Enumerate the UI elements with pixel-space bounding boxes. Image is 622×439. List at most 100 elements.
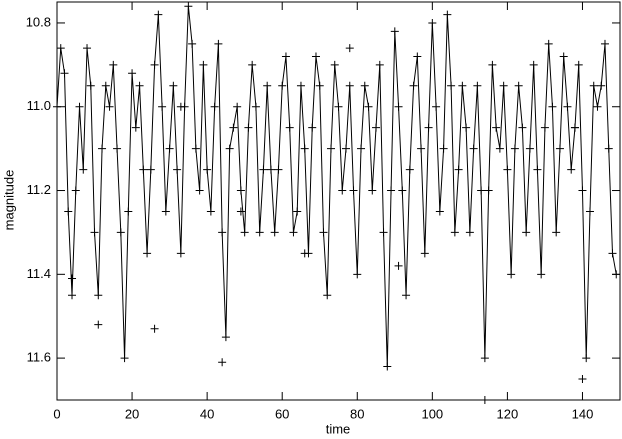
x-tick-label: 40 — [200, 406, 214, 421]
data-point — [469, 144, 478, 153]
data-point — [574, 60, 583, 69]
data-point — [514, 81, 523, 90]
data-point — [139, 165, 148, 174]
data-point — [281, 52, 290, 61]
data-point — [495, 144, 504, 153]
data-point — [387, 186, 396, 195]
data-point — [158, 102, 167, 111]
data-point — [236, 207, 245, 216]
data-point — [525, 144, 534, 153]
data-point — [548, 102, 557, 111]
data-point — [424, 123, 433, 132]
x-tick-label: 120 — [497, 406, 519, 421]
x-tick-label: 20 — [125, 406, 139, 421]
data-point — [263, 81, 272, 90]
data-point — [150, 324, 159, 333]
data-point — [454, 165, 463, 174]
data-point — [563, 102, 572, 111]
data-point — [507, 270, 516, 279]
data-point — [53, 102, 61, 111]
data-point — [522, 228, 531, 237]
data-point — [285, 123, 294, 132]
y-tick-label: 11.0 — [27, 98, 51, 113]
data-point — [71, 186, 80, 195]
x-tick-label: 100 — [421, 406, 443, 421]
data-point — [383, 362, 392, 371]
data-point — [375, 60, 384, 69]
data-point — [398, 186, 407, 195]
data-point — [372, 123, 381, 132]
data-point — [510, 144, 519, 153]
data-point — [484, 186, 493, 195]
data-point — [488, 60, 497, 69]
x-tick-label: 140 — [572, 406, 594, 421]
data-point — [465, 228, 474, 237]
data-point — [413, 52, 422, 61]
data-point — [428, 18, 437, 27]
data-point — [161, 207, 170, 216]
data-point — [83, 44, 92, 53]
data-point — [120, 354, 129, 363]
data-point — [368, 186, 377, 195]
data-point — [79, 165, 88, 174]
y-tick-label: 11.2 — [27, 182, 51, 197]
data-point — [128, 69, 137, 78]
data-point — [529, 60, 538, 69]
data-point — [266, 165, 275, 174]
data-point — [402, 291, 411, 300]
data-point — [248, 60, 257, 69]
data-point — [64, 207, 73, 216]
data-point — [116, 228, 125, 237]
light-curve — [56, 6, 617, 367]
data-point — [409, 81, 418, 90]
data-point — [143, 249, 152, 258]
data-point — [405, 165, 414, 174]
data-point — [360, 81, 369, 90]
data-point — [274, 165, 283, 174]
plot-frame — [56, 1, 621, 401]
data-point — [326, 144, 335, 153]
data-point — [109, 60, 118, 69]
data-point — [420, 249, 429, 258]
data-point — [432, 102, 441, 111]
data-point — [124, 207, 133, 216]
data-point — [68, 274, 77, 283]
data-point — [330, 60, 339, 69]
data-point — [173, 165, 182, 174]
data-point — [296, 81, 305, 90]
data-point — [578, 186, 587, 195]
data-point — [221, 333, 230, 342]
data-point — [203, 165, 212, 174]
data-point — [394, 261, 403, 270]
y-tick-label: 10.8 — [26, 14, 51, 29]
data-point — [214, 39, 223, 48]
data-point — [537, 270, 546, 279]
data-point — [169, 81, 178, 90]
y-tick-label: 11.4 — [27, 266, 51, 281]
data-point — [364, 102, 373, 111]
data-point — [480, 354, 489, 363]
data-point — [480, 396, 489, 404]
data-point — [218, 228, 227, 237]
data-point — [357, 144, 366, 153]
data-point — [146, 165, 155, 174]
data-point — [259, 165, 268, 174]
x-axis-label: time — [326, 421, 351, 436]
data-point — [176, 249, 185, 258]
data-point — [293, 207, 302, 216]
data-point — [176, 102, 185, 111]
data-point — [443, 10, 452, 19]
data-point — [555, 144, 564, 153]
data-point — [199, 60, 208, 69]
data-point — [188, 39, 197, 48]
data-point — [345, 81, 354, 90]
data-point — [135, 81, 144, 90]
data-point — [94, 320, 103, 329]
data-point — [477, 186, 486, 195]
x-tick-label: 0 — [53, 406, 60, 421]
data-point — [278, 81, 287, 90]
data-point — [233, 102, 242, 111]
data-point — [473, 81, 482, 90]
data-point — [390, 27, 399, 36]
